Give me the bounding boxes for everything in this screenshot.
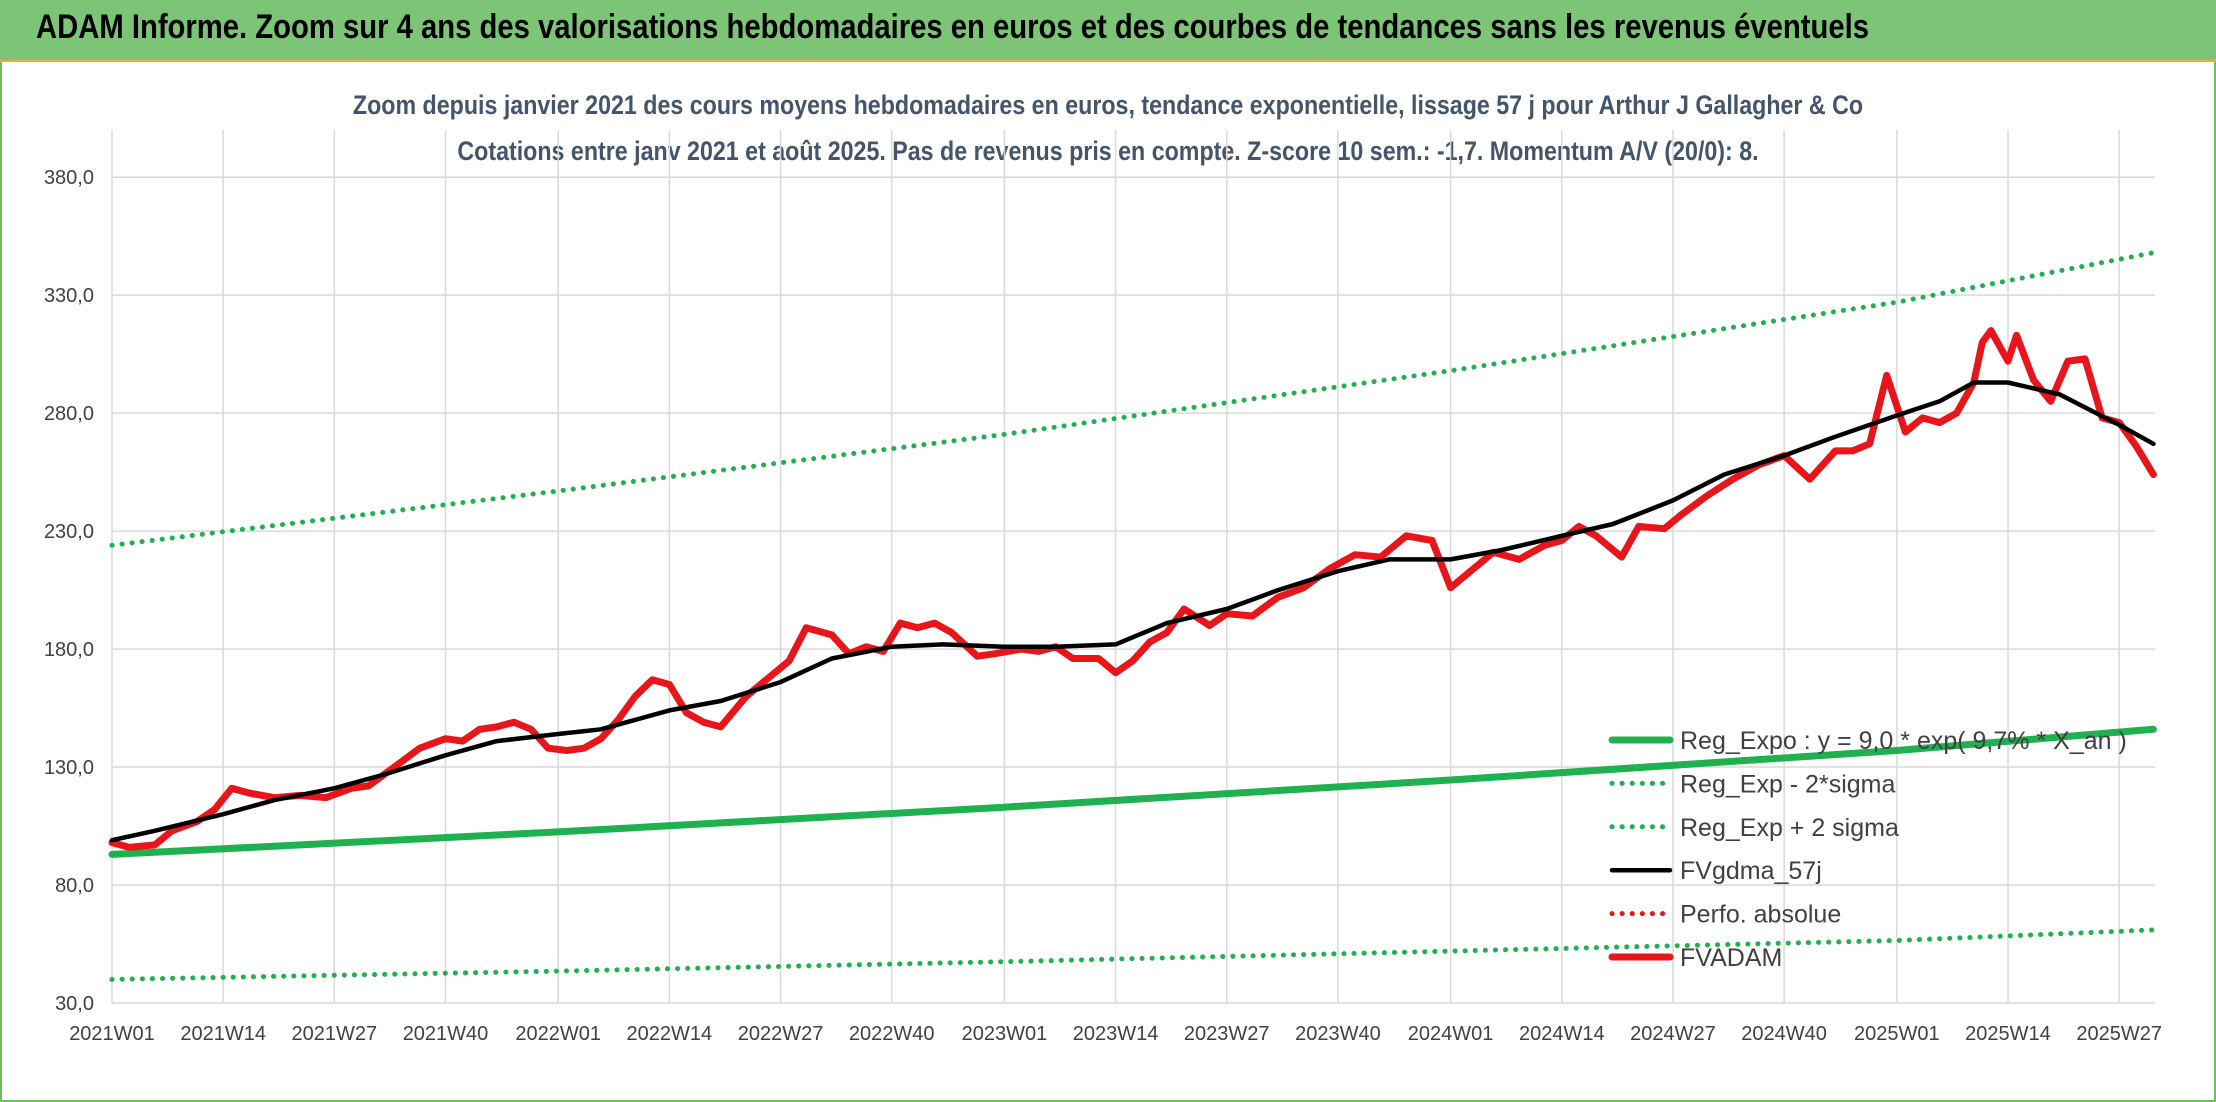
- x-tick-label: 2025W14: [1965, 1023, 2051, 1045]
- y-tick-label: 130,0: [44, 757, 94, 779]
- x-tick-label: 2022W14: [627, 1023, 713, 1045]
- x-tick-label: 2024W01: [1408, 1023, 1494, 1045]
- y-tick-label: 280,0: [44, 403, 94, 425]
- x-tick-label: 2025W01: [1854, 1023, 1940, 1045]
- legend: Reg_Expo : y = 9,0 * exp( 9,7% * X_an ) R…: [1608, 727, 2127, 972]
- series-line-1: [109, 927, 2156, 982]
- x-tick-label: 2021W01: [69, 1023, 155, 1045]
- banner-title: ADAM Informe. Zoom sur 4 ans des valoris…: [36, 8, 1869, 46]
- legend-label-4: Perfo. absolue: [1680, 901, 1841, 929]
- series: [108, 250, 2157, 982]
- series-line-5: [108, 327, 2157, 851]
- banner: ADAM Informe. Zoom sur 4 ans des valoris…: [0, 0, 2216, 62]
- legend-label-2: Reg_Exp + 2 sigma: [1680, 814, 1899, 842]
- y-axis-labels: 30,0 80,0 130,0 180,0 230,0 280,0 330,0 380,0: [44, 167, 94, 1015]
- x-tick-label: 2022W40: [849, 1023, 935, 1045]
- x-tick-label: 2024W27: [1630, 1023, 1716, 1045]
- series-line-0: [108, 725, 2157, 858]
- x-tick-label: 2021W40: [403, 1023, 489, 1045]
- x-tick-label: 2023W40: [1295, 1023, 1381, 1045]
- legend-label-3: FVgdma_57j: [1680, 857, 1822, 885]
- y-tick-label: 380,0: [44, 167, 94, 189]
- x-tick-label: 2022W27: [738, 1023, 824, 1045]
- x-tick-label: 2023W27: [1184, 1023, 1270, 1045]
- chart-title: Zoom depuis janvier 2021 des cours moyen…: [352, 90, 1864, 120]
- series-line-2: [109, 250, 2156, 548]
- grid: [111, 130, 2155, 1004]
- legend-label-1: Reg_Exp - 2*sigma: [1680, 770, 1895, 798]
- x-tick-label: 2024W40: [1741, 1023, 1827, 1045]
- y-tick-label: 180,0: [44, 639, 94, 661]
- y-tick-label: 30,0: [55, 993, 94, 1015]
- legend-label-5: FVADAM: [1680, 944, 1782, 972]
- x-axis-labels: 2021W01 2021W14 2021W27 2021W40 2022W01 2022W…: [69, 1023, 2162, 1045]
- series-line-3: [109, 380, 2156, 843]
- x-tick-label: 2021W14: [180, 1023, 266, 1045]
- x-tick-label: 2023W01: [962, 1023, 1048, 1045]
- y-tick-label: 80,0: [55, 875, 94, 897]
- x-tick-label: 2023W14: [1073, 1023, 1159, 1045]
- x-tick-label: 2024W14: [1519, 1023, 1605, 1045]
- x-tick-label: 2021W27: [292, 1023, 378, 1045]
- y-tick-label: 230,0: [44, 521, 94, 543]
- chart-subtitle: Cotations entre janv 2021 et août 2025. …: [457, 136, 1759, 166]
- y-tick-label: 330,0: [44, 285, 94, 307]
- legend-label-0: Reg_Expo : y = 9,0 * exp( 9,7% * X_an ): [1680, 727, 2127, 755]
- x-tick-label: 2022W01: [515, 1023, 601, 1045]
- x-tick-label: 2025W27: [2076, 1023, 2162, 1045]
